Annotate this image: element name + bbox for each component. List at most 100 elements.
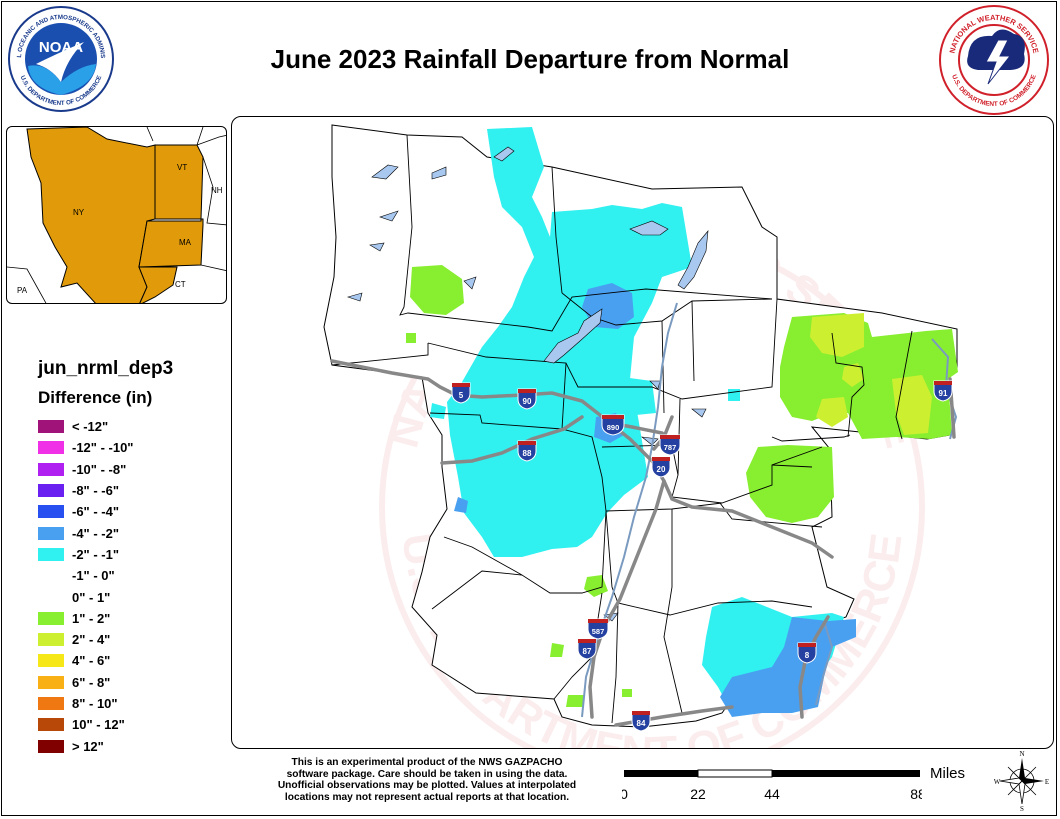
svg-text:8: 8 [805,651,810,660]
legend-swatch [38,739,64,753]
legend-subtitle: Difference (in) [38,388,153,407]
legend-swatch [38,654,64,668]
legend-item: -2" - -1" [38,544,133,565]
legend-label: -2" - -1" [72,546,119,562]
compass-rose-icon: N S W E [994,750,1049,812]
legend-item: 4" - 6" [38,650,133,671]
interstate-shield-i88: 88 [517,440,537,462]
legend-label: 4" - 6" [72,653,111,669]
legend-list: < -12" -12" - -10" -10" - -8" -8" - -6" -6" … [38,416,133,757]
scale-tick-0: 0 [622,786,628,802]
scale-tick-22: 22 [690,786,706,802]
legend-swatch [38,611,64,625]
legend-item: > 12" [38,735,133,756]
inset-label-nh: NH [211,186,223,195]
disclaimer-line: locations may not represent actual repor… [284,791,570,803]
legend-label: -10" - -8" [72,461,127,477]
legend-item: -6" - -4" [38,501,133,522]
svg-text:5: 5 [459,391,464,400]
interstate-shield-i5: 5 [451,382,471,404]
legend-item: 0" - 1" [38,586,133,607]
nws-logo: NATIONAL WEATHER SERVICE U.S. DEPARTMENT… [939,5,1049,115]
svg-text:88: 88 [523,449,532,458]
legend-item: 6" - 8" [38,672,133,693]
legend-swatch [38,718,64,732]
legend-swatch [38,462,64,476]
legend-label: -1" - 0" [72,568,115,584]
legend-label: > 12" [72,738,104,754]
inset-locator-map: NY VT NH MA CT PA [6,126,227,304]
interstate-shield-i84: 84 [631,710,651,732]
main-map: NATIONAL WEATHER SERVICE U.S. DEPARTMENT… [231,116,1054,749]
legend-label: -12" - -10" [72,440,134,456]
inset-label-ny: NY [73,208,85,217]
legend-label: -6" - -4" [72,504,119,520]
noaa-logo: NOAA NATIONAL OCEANIC AND ATMOSPHERIC AD… [6,4,114,112]
legend-swatch [38,505,64,519]
compass-e: E [1045,778,1049,786]
scale-unit: Miles [930,765,966,782]
svg-text:90: 90 [523,397,532,406]
scale-tick-88: 88 [910,786,922,802]
inset-label-vt: VT [177,163,187,172]
interstate-highways [330,359,956,727]
interstate-shield-i8: 8 [797,642,817,664]
county-boundaries [331,134,913,724]
scale-tick-44: 44 [764,786,780,802]
legend-item: -1" - 0" [38,565,133,586]
compass-n: N [1019,750,1024,758]
legend-swatch [38,420,64,434]
legend-label: 6" - 8" [72,674,111,690]
legend-swatch [38,441,64,455]
legend-label: 0" - 1" [72,589,111,605]
svg-text:587: 587 [592,627,605,636]
legend-label: 8" - 10" [72,696,118,711]
compass-s: S [1020,805,1024,812]
noaa-center-text: NOAA [39,39,83,56]
interstate-shield-i787: 787 [659,434,681,456]
legend-label: -8" - -6" [72,483,119,499]
interstate-shields: 5 90 88 890 787 [451,380,953,732]
inset-label-ct: CT [175,280,186,289]
svg-text:84: 84 [637,719,646,728]
legend-item: 10" - 12" [38,714,133,735]
svg-text:890: 890 [607,423,620,432]
legend-item: < -12" [38,416,133,437]
legend-label: -4" - -2" [72,525,119,541]
legend-swatch [38,526,64,540]
interstate-shield-i90: 90 [517,388,537,410]
disclaimer-line: This is an experimental product of the N… [291,757,563,768]
svg-text:20: 20 [657,465,666,474]
disclaimer: This is an experimental product of the N… [262,757,592,803]
interstate-shield-i20: 20 [651,456,671,478]
scale-bar: 0 22 44 88 [622,769,922,802]
interstate-shield-i890: 890 [601,414,625,436]
interstate-shield-i91: 91 [933,380,953,402]
legend-item: 8" - 10" [38,693,133,714]
legend-title: jun_nrml_dep3 [38,358,174,379]
svg-text:787: 787 [664,443,677,452]
disclaimer-line: software package. Care should be taken i… [286,768,568,780]
legend-swatch [38,697,64,710]
interstate-shield-i87: 87 [577,638,597,660]
legend-item: 1" - 2" [38,608,133,629]
legend-item: 2" - 4" [38,629,133,650]
svg-text:87: 87 [583,647,592,656]
interstate-shield-i587: 587 [587,618,609,640]
legend-swatch [38,675,64,689]
legend-item: -8" - -6" [38,480,133,501]
legend-label: 1" - 2" [72,610,111,626]
legend-item: -10" - -8" [38,459,133,480]
svg-text:91: 91 [939,389,948,398]
legend-label: 10" - 12" [72,717,125,733]
inset-label-pa: PA [17,286,28,295]
legend-item: -12" - -10" [38,437,133,458]
inset-label-ma: MA [179,238,192,247]
legend-label: < -12" [72,419,109,435]
legend-item: -4" - -2" [38,522,133,543]
disclaimer-line: Unofficial observations may be plotted. … [277,780,577,791]
legend-label: 2" - 4" [72,632,111,648]
compass-w: W [994,778,1001,786]
map-title: June 2023 Rainfall Departure from Normal [270,44,790,74]
